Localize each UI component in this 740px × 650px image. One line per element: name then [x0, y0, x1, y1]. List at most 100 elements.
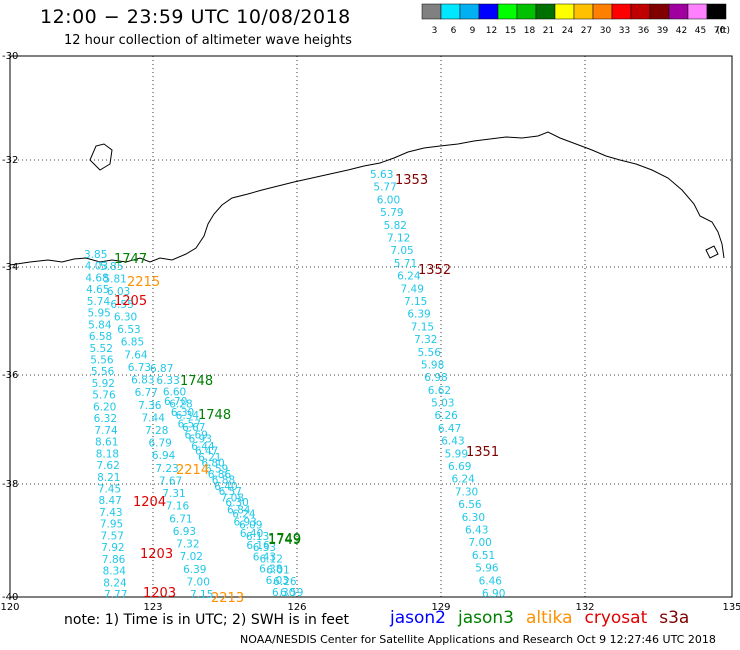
lat-label: -30 — [2, 51, 18, 62]
wave-height-value: 4.03 — [85, 261, 108, 273]
lon-label: 120 — [0, 602, 19, 612]
wave-height-value: 3.85 — [84, 249, 107, 261]
wave-height-value: 6.93 — [189, 434, 212, 446]
wave-height-value: 6.69 — [184, 430, 207, 442]
pass-time-label: 1203 — [140, 547, 173, 562]
wave-height-value: 7.36 — [138, 400, 162, 412]
wave-height-value: 6.47 — [195, 446, 218, 458]
color-scale: 3 6 9 12 15 18 21 24 27 30 33 36 39 42 45 70(ft) — [421, 3, 730, 36]
wave-height-value: 5.85 — [100, 261, 123, 273]
wave-height-value: 6.30 — [114, 311, 137, 323]
wave-height-value: 6.98 — [424, 372, 447, 384]
pass-time-label: 1749 — [268, 532, 301, 547]
wave-height-value: 7.00 — [187, 576, 210, 588]
wave-height-value: 6.30 — [462, 512, 485, 524]
pass-time-label: 1204 — [133, 495, 166, 510]
lon-label: 123 — [143, 602, 162, 612]
wave-height-value: 6.90 — [482, 588, 505, 600]
wave-height-value: 6.57 — [178, 418, 201, 430]
wave-height-value: 5.71 — [394, 258, 417, 270]
wave-height-value: 6.86 — [208, 469, 232, 481]
wave-height-value: 6.34 — [176, 410, 200, 422]
wave-height-value: 8.18 — [96, 448, 119, 460]
mission-s3a: s3a — [659, 608, 690, 628]
wave-height-value: 6.93 — [233, 516, 256, 528]
wave-height-value: 6.80 — [201, 457, 224, 469]
wave-height-value: 6.03 — [266, 575, 289, 587]
wave-height-value: 4.65 — [86, 284, 109, 296]
wave-height-value: 8.61 — [95, 437, 118, 449]
wave-height-value: 7.28 — [145, 425, 168, 437]
wave-height-value: 6.62 — [428, 385, 451, 397]
lat-label: -40 — [2, 592, 18, 603]
pass-time-label: 2214 — [176, 463, 209, 478]
wave-height-value: 6.33 — [156, 375, 179, 387]
wave-height-value: 7.95 — [100, 519, 123, 531]
mission-legend: jason2 jason3 altika cryosat s3a — [390, 608, 701, 628]
lat-label: -38 — [2, 479, 18, 490]
wave-height-value: 6.33 — [253, 542, 276, 554]
wave-height-value: 6.28 — [169, 398, 192, 410]
wave-height-value: 6.59 — [205, 463, 228, 475]
wave-height-value: 5.56 — [91, 366, 115, 378]
wave-height-value: 8.47 — [98, 495, 121, 507]
pass-labels: 1353 1352 1351 1747 2215 1205 1748 1748 2214 1204… — [114, 173, 499, 606]
wave-height-value: 7.32 — [414, 334, 437, 346]
lat-label: -36 — [2, 370, 18, 381]
island-outline — [89, 143, 113, 171]
wave-height-value: 7.86 — [102, 554, 126, 566]
wave-height-value: 7.45 — [98, 483, 121, 495]
wave-height-value: 6.09 — [239, 520, 262, 532]
wave-height-value: 6.44 — [191, 441, 215, 453]
lon-label: 135 — [722, 602, 740, 612]
wave-height-value: 7.15 — [404, 296, 427, 308]
wave-height-value: 6.40 — [240, 528, 263, 540]
wave-height-value: 6.30 — [272, 587, 295, 599]
wave-height-value: 7.32 — [176, 539, 199, 551]
wave-height-value: 7.31 — [162, 488, 185, 500]
lon-label: 129 — [431, 602, 450, 612]
wave-height-value: 6.56 — [458, 499, 482, 511]
wave-height-value: 5.56 — [90, 355, 114, 367]
wave-height-value: 6.83 — [131, 375, 154, 387]
wave-height-value: 6.60 — [163, 387, 186, 399]
wave-height-value: 7.64 — [124, 349, 148, 361]
scale-label: 70 — [714, 26, 726, 36]
wave-height-value: 6.21 — [198, 452, 221, 464]
wave-height-value: 6.51 — [472, 550, 495, 562]
wave-height-value: 6.24 — [451, 474, 475, 486]
wave-height-value: 7.92 — [101, 542, 124, 554]
wave-height-value: 6.12 — [260, 553, 283, 565]
pass-time-label: 1747 — [114, 252, 147, 267]
mission-jason3: jason3 — [458, 608, 514, 628]
coastline — [9, 131, 725, 266]
scale-label: 24 — [562, 26, 574, 36]
page-subtitle: 12 hour collection of altimeter wave hei… — [64, 33, 352, 48]
wave-height-value: 6.77 — [135, 387, 158, 399]
wave-height-value: 6.67 — [182, 422, 205, 434]
wave-height-value: 6.26 — [434, 410, 458, 422]
wave-height-value: 6.55 — [110, 299, 133, 311]
pass-time-label: 1749 — [268, 533, 301, 548]
wave-height-value: 6.94 — [152, 450, 176, 462]
scale-label: 36 — [638, 26, 650, 36]
wave-height-value: 6.00 — [377, 194, 400, 206]
wave-height-value: 6.88 — [212, 475, 235, 487]
wave-height-value: 6.16 — [246, 540, 270, 552]
scale-label: 3 — [432, 26, 438, 36]
pass-time-label: 2215 — [127, 275, 160, 290]
pass-time-label: 1205 — [114, 294, 147, 309]
wave-height-value: 6.84 — [227, 504, 251, 516]
wave-height-value: 6.24 — [397, 271, 421, 283]
wave-height-value: 5.81 — [103, 274, 126, 286]
wave-height-value: 6.39 — [407, 309, 430, 321]
wave-height-value: 7.74 — [94, 425, 118, 437]
wave-height-value: 7.44 — [142, 412, 166, 424]
mission-cryosat: cryosat — [584, 608, 648, 628]
wave-height-value: 6.39 — [183, 564, 206, 576]
wave-height-value: 6.87 — [150, 363, 173, 375]
wave-height-value: 6.70 — [164, 396, 187, 408]
wave-height-value: 6.03 — [107, 286, 130, 298]
wave-height-value: 7.67 — [159, 475, 182, 487]
mission-altika: altika — [526, 608, 573, 628]
